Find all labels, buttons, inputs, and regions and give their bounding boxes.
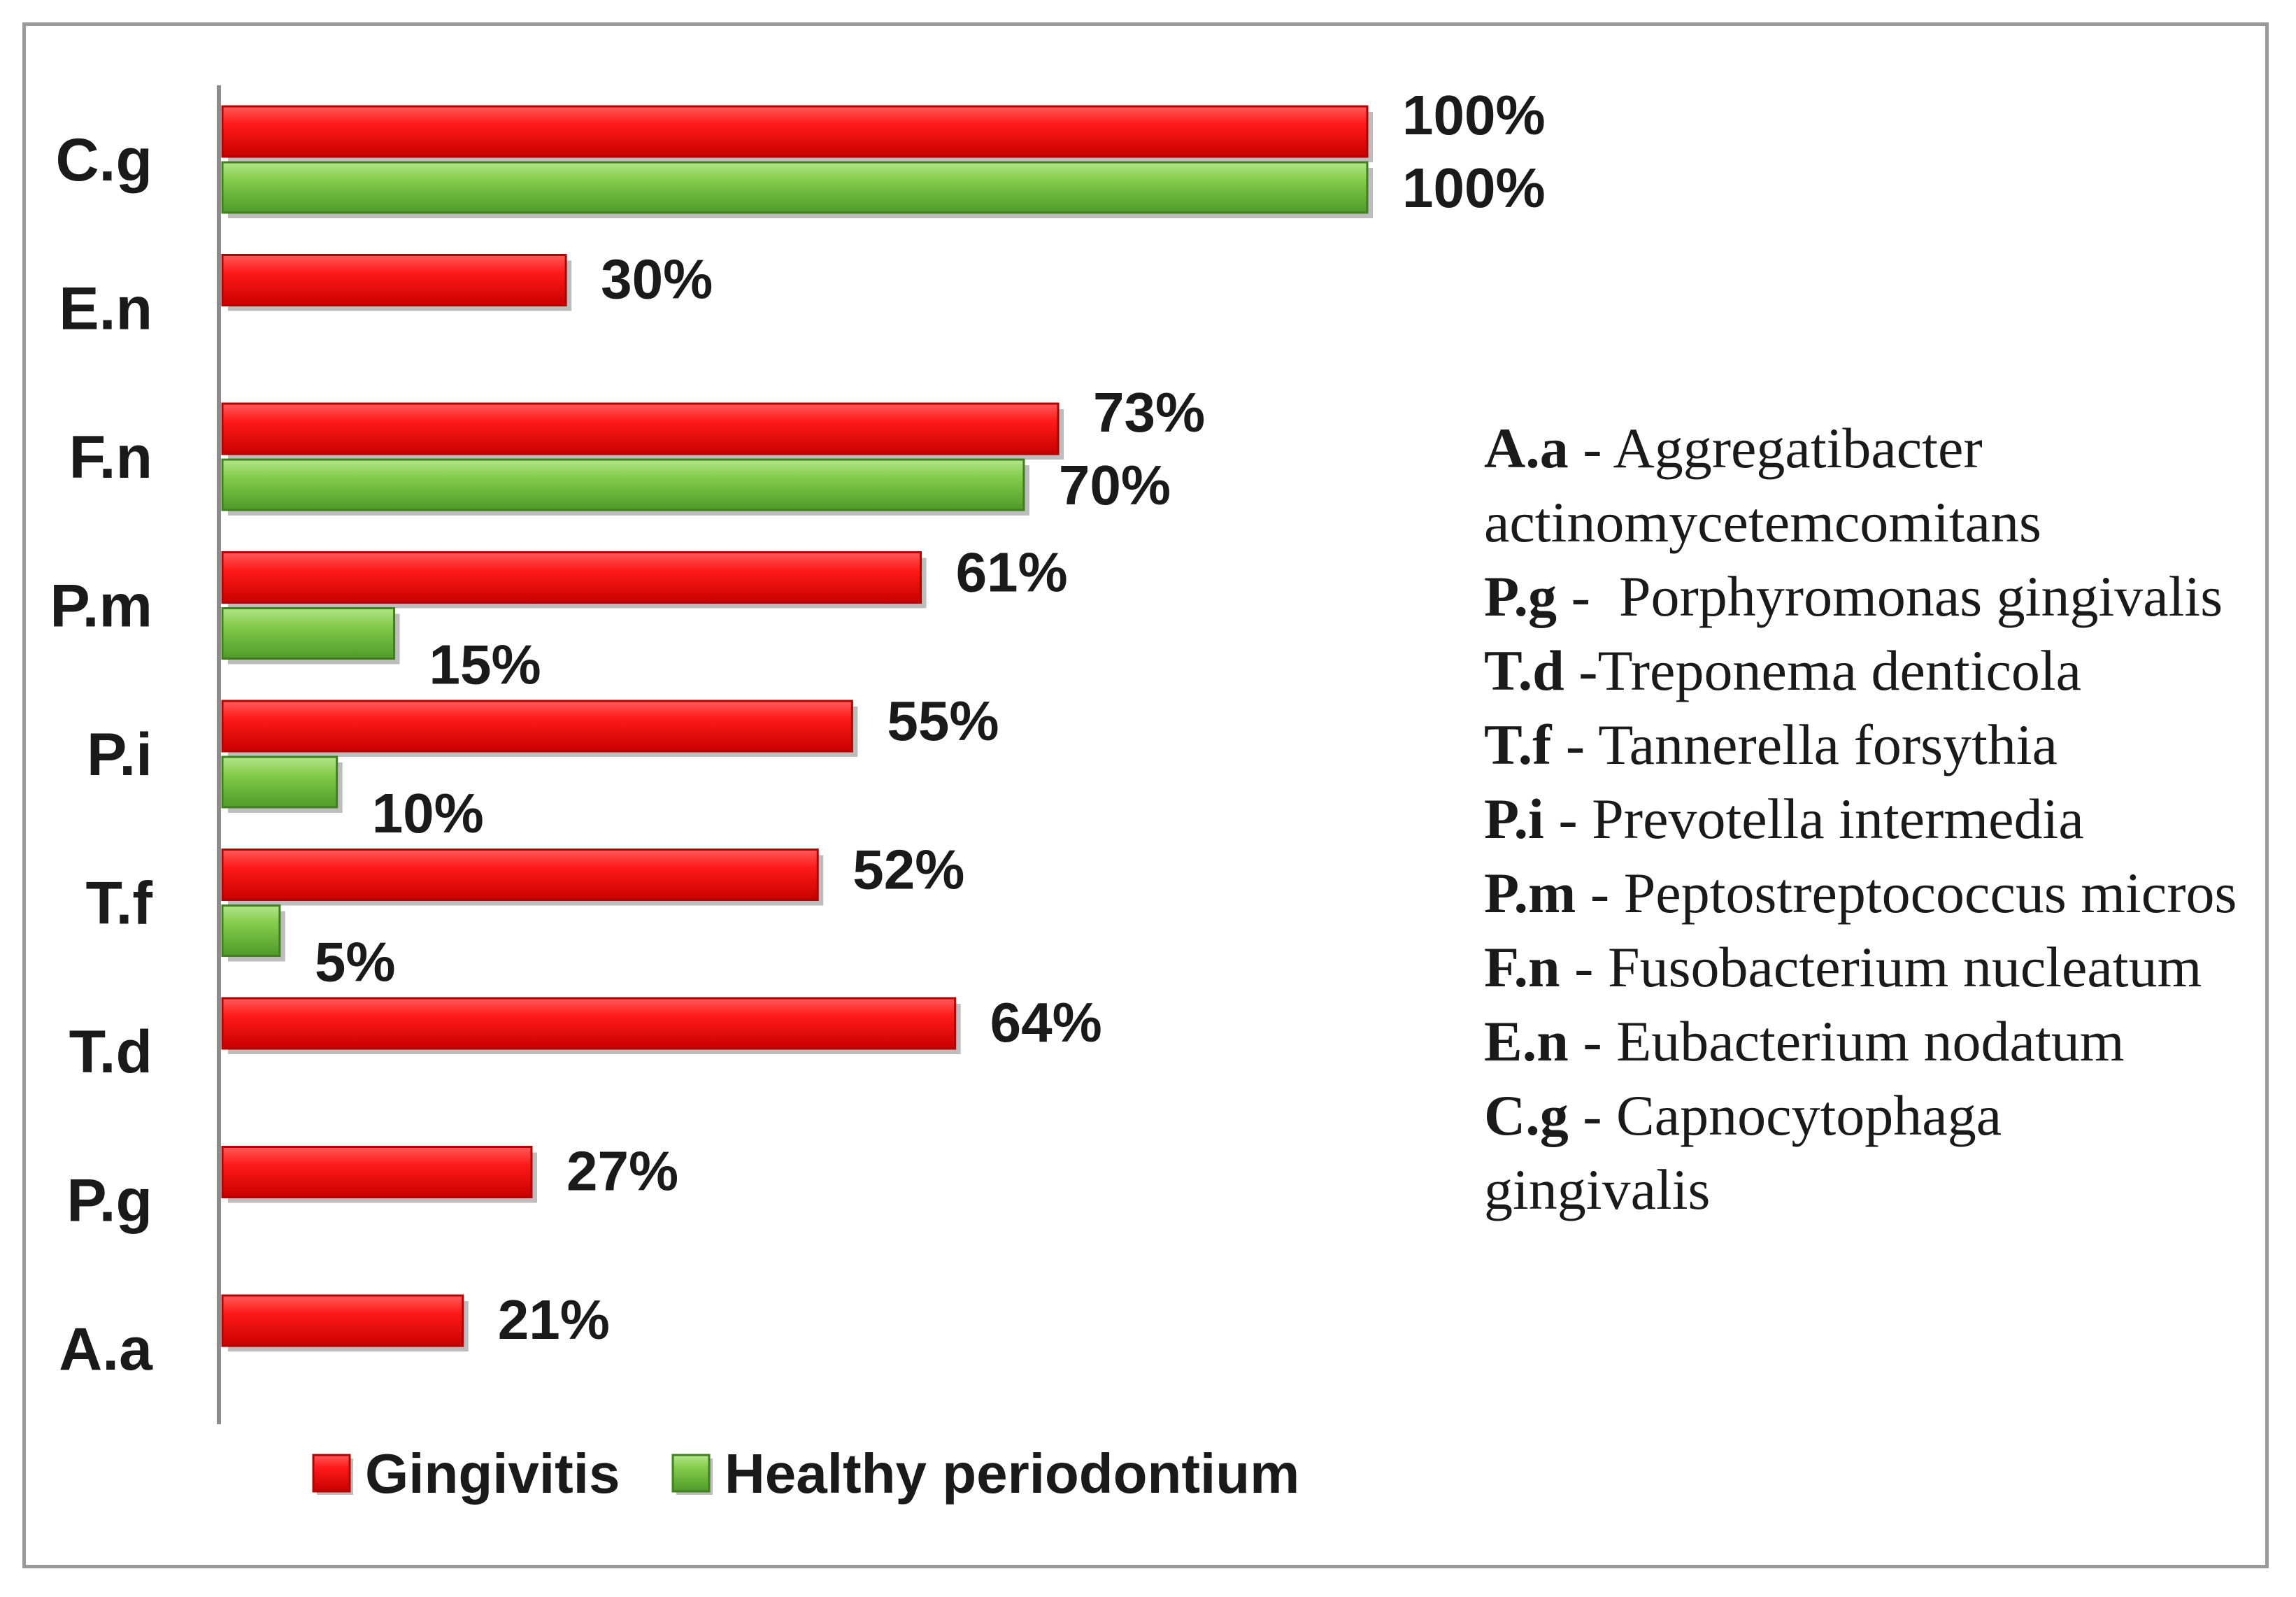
legend-label: Gingivitis [365, 1442, 620, 1505]
abbreviation-code: A.a [1484, 416, 1569, 480]
abbreviation-entry: P.g - Porphyromonas gingivalis [1484, 560, 2239, 634]
abbreviation-name: Capnocytophaga gingivalis [1484, 1084, 2002, 1221]
abbreviation-entry: P.m - Peptostreptococcus micros [1484, 856, 2239, 930]
data-label: 27% [566, 1140, 678, 1202]
bar-healthy-tf [221, 904, 281, 957]
data-label: 70% [1059, 454, 1171, 516]
abbreviation-separator: - [1568, 1009, 1617, 1073]
category-label: C.g [55, 127, 152, 194]
bar-gingivitis-cg [221, 105, 1369, 158]
abbreviation-entry: C.g - Capnocytophaga gingivalis [1484, 1079, 2239, 1227]
bar-healthy-fn [221, 458, 1025, 511]
abbreviation-name: Aggregatibacter actinomycetemcomitans [1484, 416, 2041, 554]
abbreviation-separator: - [1564, 639, 1598, 702]
abbreviation-code: T.f [1484, 713, 1552, 776]
abbreviation-separator: - [1543, 787, 1592, 851]
category-label: P.i [87, 721, 152, 788]
data-label: 21% [498, 1289, 610, 1351]
abbreviation-separator: - [1557, 565, 1619, 628]
legend: Gingivitis Healthy periodontium [312, 1442, 1299, 1505]
data-label: 5% [315, 931, 396, 993]
abbreviation-separator: - [1551, 713, 1599, 776]
abbreviation-separator: - [1560, 935, 1608, 999]
data-label: 73% [1093, 381, 1205, 443]
abbreviation-name: Treponema denticola [1597, 639, 2082, 702]
bar-gingivitis-pi [221, 700, 853, 753]
abbreviation-name: Tannerella forsythia [1598, 713, 2058, 776]
abbreviation-entry: E.n - Eubacterium nodatum [1484, 1005, 2239, 1079]
legend-swatch [312, 1454, 351, 1493]
abbreviation-code: T.d [1484, 639, 1564, 702]
abbreviation-entry: A.a - Aggregatibacter actinomycetemcomit… [1484, 411, 2239, 560]
category-label: F.n [69, 424, 152, 491]
category-label: A.a [59, 1316, 153, 1383]
abbreviation-name: Porphyromonas gingivalis [1618, 565, 2223, 628]
data-label: 100% [1402, 84, 1546, 146]
abbreviation-entry: P.i - Prevotella intermedia [1484, 782, 2239, 856]
bar-healthy-pm [221, 607, 396, 660]
abbreviation-separator: - [1568, 1084, 1617, 1147]
bar-gingivitis-td [221, 997, 957, 1050]
legend-label: Healthy periodontium [725, 1442, 1299, 1505]
abbreviation-entry: T.f - Tannerella forsythia [1484, 708, 2239, 782]
data-label: 30% [601, 248, 713, 311]
abbreviation-code: C.g [1484, 1084, 1569, 1147]
abbreviation-code: E.n [1484, 1009, 1569, 1073]
bar-gingivitis-aa [221, 1294, 464, 1347]
bar-gingivitis-pm [221, 551, 922, 604]
abbreviation-name: Eubacterium nodatum [1616, 1009, 2125, 1073]
category-label: T.d [69, 1018, 152, 1086]
legend-swatch [671, 1454, 711, 1493]
abbreviation-name: Fusobacterium nucleatum [1607, 935, 2202, 999]
data-label: 52% [853, 839, 964, 901]
abbreviation-code: P.i [1484, 787, 1544, 851]
bar-gingivitis-en [221, 254, 567, 306]
data-label: 15% [429, 634, 541, 696]
abbreviation-name: Prevotella intermedia [1592, 787, 2084, 851]
bar-healthy-cg [221, 161, 1369, 214]
abbreviation-name: Peptostreptococcus micros [1623, 861, 2237, 925]
abbreviation-separator: - [1576, 861, 1624, 925]
abbreviation-code: P.m [1484, 861, 1576, 925]
category-label: P.g [66, 1167, 152, 1235]
abbreviation-code: P.g [1484, 565, 1557, 628]
bar-gingivitis-pg [221, 1146, 533, 1198]
abbreviation-key: A.a - Aggregatibacter actinomycetemcomit… [1484, 411, 2239, 1227]
category-label: E.n [59, 276, 152, 343]
data-label: 55% [887, 690, 999, 752]
abbreviation-code: F.n [1484, 935, 1560, 999]
abbreviation-separator: - [1568, 416, 1613, 480]
abbreviation-entry: F.n - Fusobacterium nucleatum [1484, 930, 2239, 1005]
data-label: 10% [372, 782, 484, 844]
data-label: 64% [990, 991, 1102, 1053]
category-label: P.m [50, 573, 152, 640]
category-label: T.f [85, 870, 152, 937]
abbreviation-entry: T.d -Treponema denticola [1484, 634, 2239, 708]
data-label: 100% [1402, 157, 1546, 219]
bar-gingivitis-tf [221, 849, 819, 901]
bar-healthy-pi [221, 755, 338, 809]
data-label: 61% [956, 541, 1068, 604]
bar-gingivitis-fn [221, 402, 1060, 455]
